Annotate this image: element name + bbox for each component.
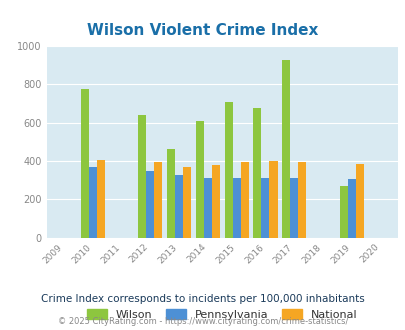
Bar: [195, 121, 203, 238]
Bar: [339, 186, 347, 238]
Bar: [355, 164, 363, 238]
Text: Wilson Violent Crime Index: Wilson Violent Crime Index: [87, 23, 318, 38]
Bar: [211, 165, 220, 238]
Bar: [146, 171, 154, 238]
Text: © 2025 CityRating.com - https://www.cityrating.com/crime-statistics/: © 2025 CityRating.com - https://www.city…: [58, 317, 347, 326]
Bar: [138, 115, 146, 238]
Bar: [347, 179, 355, 238]
Bar: [298, 162, 306, 238]
Bar: [290, 178, 298, 238]
Bar: [203, 178, 211, 238]
Bar: [183, 167, 191, 238]
Bar: [81, 89, 89, 238]
Bar: [154, 162, 162, 238]
Bar: [232, 178, 240, 238]
Bar: [224, 102, 232, 238]
Bar: [96, 160, 104, 238]
Bar: [281, 60, 290, 238]
Text: Crime Index corresponds to incidents per 100,000 inhabitants: Crime Index corresponds to incidents per…: [41, 294, 364, 304]
Bar: [261, 178, 269, 238]
Bar: [253, 108, 261, 238]
Bar: [240, 162, 248, 238]
Bar: [89, 167, 96, 238]
Bar: [166, 148, 175, 238]
Legend: Wilson, Pennsylvania, National: Wilson, Pennsylvania, National: [83, 304, 361, 324]
Bar: [269, 161, 277, 238]
Bar: [175, 176, 183, 238]
